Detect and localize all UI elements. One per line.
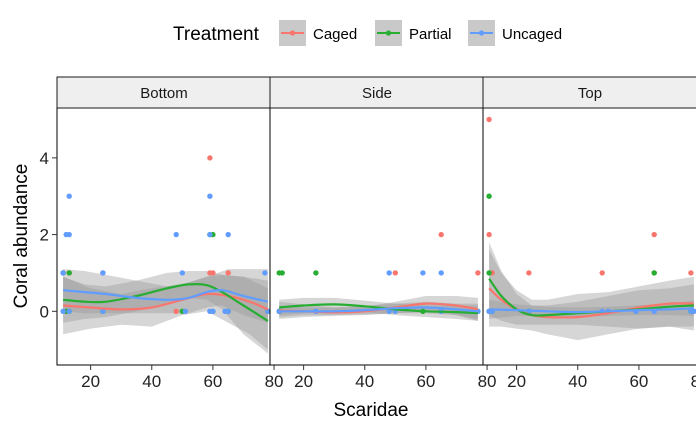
y-tick-label: 2 bbox=[40, 226, 49, 245]
data-point-partial bbox=[313, 270, 319, 276]
data-point-caged bbox=[438, 231, 444, 238]
data-point-partial bbox=[486, 193, 492, 199]
data-point-uncaged bbox=[386, 270, 392, 276]
x-tick-label: 40 bbox=[568, 372, 587, 391]
facet-strip-label: Top bbox=[578, 85, 602, 102]
data-point-caged bbox=[651, 231, 657, 238]
facet-panel-top: Top 20 40 60 80 bbox=[482, 76, 696, 391]
x-tick-label: 80 bbox=[478, 372, 497, 391]
smooth-line-caged bbox=[488, 287, 694, 319]
confidence-band-uncaged bbox=[489, 299, 694, 319]
data-point-uncaged bbox=[100, 270, 106, 276]
data-point-caged bbox=[475, 270, 481, 276]
data-point-uncaged bbox=[262, 270, 268, 276]
x-tick-label: 40 bbox=[355, 372, 374, 391]
data-point-uncaged bbox=[60, 308, 66, 314]
data-point-uncaged bbox=[66, 308, 72, 314]
data-point-caged bbox=[526, 270, 532, 276]
data-point-uncaged bbox=[691, 308, 696, 314]
legend-label: Uncaged bbox=[502, 26, 562, 43]
smooth-line-uncaged bbox=[279, 306, 478, 313]
facet-strip-label: Side bbox=[362, 85, 392, 102]
smooth-line-partial bbox=[488, 278, 694, 317]
data-point-uncaged bbox=[225, 308, 231, 314]
plot-area bbox=[486, 116, 696, 341]
x-tick-label: 20 bbox=[294, 372, 313, 391]
smooth-line-uncaged bbox=[63, 288, 269, 303]
legend-label: Partial bbox=[409, 26, 452, 43]
data-point-uncaged bbox=[438, 270, 444, 276]
legend-item-uncaged: Uncaged bbox=[468, 20, 562, 46]
legend-item-partial: Partial bbox=[375, 20, 452, 46]
data-point-uncaged bbox=[182, 308, 189, 314]
x-tick-label: 80 bbox=[265, 372, 284, 391]
x-tick-label: 60 bbox=[629, 372, 648, 391]
data-point-caged bbox=[173, 308, 179, 314]
facet-strip-label: Bottom bbox=[140, 85, 188, 102]
x-tick-label: 60 bbox=[203, 372, 222, 391]
data-point-partial bbox=[651, 270, 657, 276]
data-point-uncaged bbox=[225, 231, 231, 238]
facet-strip bbox=[56, 76, 272, 109]
smooth-line-partial bbox=[279, 303, 478, 315]
data-point-caged bbox=[688, 270, 694, 276]
data-point-partial bbox=[66, 270, 72, 276]
data-point-uncaged bbox=[420, 270, 426, 276]
x-tick-label: 20 bbox=[507, 372, 526, 391]
data-point-uncaged bbox=[210, 308, 216, 314]
x-axis-title: Scaridae bbox=[334, 400, 409, 421]
data-point-caged bbox=[486, 231, 492, 238]
confidence-band-partial bbox=[63, 271, 268, 354]
data-point-caged bbox=[225, 270, 231, 276]
data-point-uncaged bbox=[66, 193, 72, 199]
y-tick-label: 4 bbox=[40, 149, 49, 168]
smooth-line-uncaged bbox=[489, 307, 694, 314]
data-point-caged bbox=[392, 270, 398, 276]
data-point-partial bbox=[279, 270, 285, 276]
data-point-uncaged bbox=[60, 270, 66, 276]
legend: Treatment Caged Partial Uncaged bbox=[173, 20, 562, 46]
legend-key-point bbox=[478, 30, 485, 36]
data-point-uncaged bbox=[207, 231, 213, 238]
data-point-caged bbox=[207, 155, 213, 161]
plot-area bbox=[276, 231, 481, 321]
x-tick-label: 60 bbox=[416, 372, 435, 391]
data-point-partial bbox=[486, 270, 492, 276]
data-point-uncaged bbox=[179, 270, 185, 276]
legend-item-caged: Caged bbox=[279, 20, 357, 46]
data-point-caged bbox=[599, 270, 605, 276]
data-point-uncaged bbox=[173, 231, 179, 238]
facet-panel-side: Side 20 40 60 80 bbox=[269, 76, 497, 391]
legend-key-point bbox=[289, 30, 296, 36]
x-tick-label: 80 bbox=[691, 372, 696, 391]
legend-label: Caged bbox=[313, 26, 357, 43]
data-point-uncaged bbox=[100, 308, 106, 314]
x-tick-label: 20 bbox=[81, 372, 100, 391]
data-point-caged bbox=[486, 116, 492, 123]
facet-panel-bottom: Bottom 20 40 60 80 bbox=[56, 76, 284, 391]
smooth-line-partial bbox=[63, 282, 269, 322]
data-point-uncaged bbox=[207, 193, 213, 199]
legend-key-point bbox=[385, 30, 392, 36]
data-point-caged bbox=[210, 270, 216, 276]
facet-panels: Bottom 20 40 60 80 Side 20 40 60 80 Top 20 40 60 80 0 2 4 bbox=[40, 76, 696, 391]
facet-strip bbox=[482, 76, 696, 109]
plot-area bbox=[60, 155, 271, 354]
y-axis-title: Coral abundance bbox=[11, 164, 32, 309]
legend-title: Treatment bbox=[173, 24, 260, 45]
x-tick-label: 40 bbox=[142, 372, 161, 391]
data-point-uncaged bbox=[66, 231, 72, 238]
y-tick-label: 0 bbox=[40, 302, 49, 321]
